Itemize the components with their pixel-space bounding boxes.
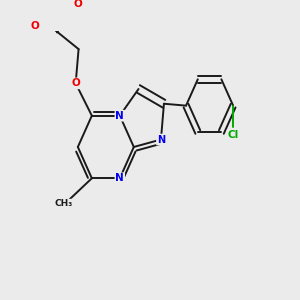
Text: N: N — [157, 134, 165, 145]
Text: O: O — [30, 21, 39, 31]
Text: Cl: Cl — [227, 130, 239, 140]
Text: N: N — [116, 111, 124, 121]
Text: O: O — [73, 0, 82, 9]
Text: O: O — [71, 78, 80, 88]
Text: N: N — [116, 173, 124, 183]
Text: CH₃: CH₃ — [55, 199, 73, 208]
